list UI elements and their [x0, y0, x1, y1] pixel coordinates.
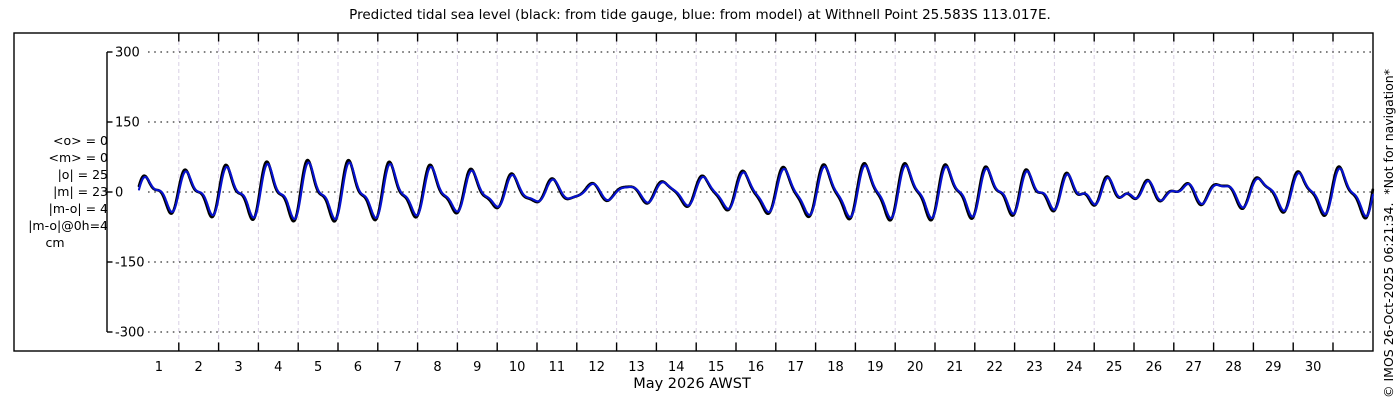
stat-line: cm — [45, 235, 65, 250]
y-tick-label: 0 — [115, 186, 123, 201]
stat-line: |m-o| = 4 — [48, 201, 108, 216]
x-tick-label: 14 — [668, 360, 685, 375]
x-tick-label: 1 — [155, 360, 163, 375]
x-tick-label: 29 — [1265, 360, 1282, 375]
stat-line: |o| = 25 — [57, 167, 108, 182]
watermark: © IMOS 26-Oct-2025 06:21:34. *Not for na… — [1381, 69, 1396, 398]
x-tick-label: 13 — [628, 360, 645, 375]
x-tick-label: 10 — [509, 360, 526, 375]
x-tick-label: 12 — [588, 360, 605, 375]
chart-title: Predicted tidal sea level (black: from t… — [349, 7, 1051, 23]
stat-line: |m-o|@0h=4 — [28, 218, 108, 233]
x-tick-label: 17 — [787, 360, 804, 375]
y-tick-label: 150 — [115, 116, 140, 131]
x-tick-label: 21 — [947, 360, 964, 375]
x-tick-label: 6 — [354, 360, 362, 375]
x-tick-label: 11 — [549, 360, 566, 375]
x-tick-label: 24 — [1066, 360, 1083, 375]
x-tick-label: 9 — [473, 360, 481, 375]
x-tick-label: 2 — [195, 360, 203, 375]
y-tick-label: 300 — [115, 46, 140, 61]
x-tick-label: 23 — [1026, 360, 1043, 375]
x-tick-label: 26 — [1146, 360, 1163, 375]
x-tick-label: 15 — [708, 360, 725, 375]
stat-line: |m| = 23 — [53, 184, 108, 199]
x-tick-label: 22 — [986, 360, 1003, 375]
x-axis-label: May 2026 AWST — [633, 376, 751, 392]
x-tick-label: 19 — [867, 360, 884, 375]
stat-line: <m> = 0 — [48, 150, 109, 165]
x-tick-label: 30 — [1305, 360, 1322, 375]
x-tick-label: 3 — [234, 360, 242, 375]
model-series-line — [137, 161, 1374, 221]
stat-line: <o> = 0 — [53, 133, 108, 148]
stats-block: <o> = 0 <m> = 0 |o| = 25 |m| = 23 |m-o| = 4 |… — [16, 132, 108, 251]
x-tick-label: 4 — [274, 360, 282, 375]
x-tick-label: 5 — [314, 360, 322, 375]
y-tick-label: -150 — [115, 256, 145, 271]
x-tick-label: 18 — [827, 360, 844, 375]
x-tick-label: 16 — [748, 360, 765, 375]
x-tick-label: 8 — [433, 360, 441, 375]
y-tick-label: -300 — [115, 326, 145, 341]
x-tick-label: 7 — [394, 360, 402, 375]
x-tick-label: 25 — [1106, 360, 1123, 375]
gauge-series-line — [137, 158, 1375, 223]
x-tick-label: 27 — [1185, 360, 1202, 375]
x-tick-label: 28 — [1225, 360, 1242, 375]
x-tick-label: 20 — [907, 360, 924, 375]
